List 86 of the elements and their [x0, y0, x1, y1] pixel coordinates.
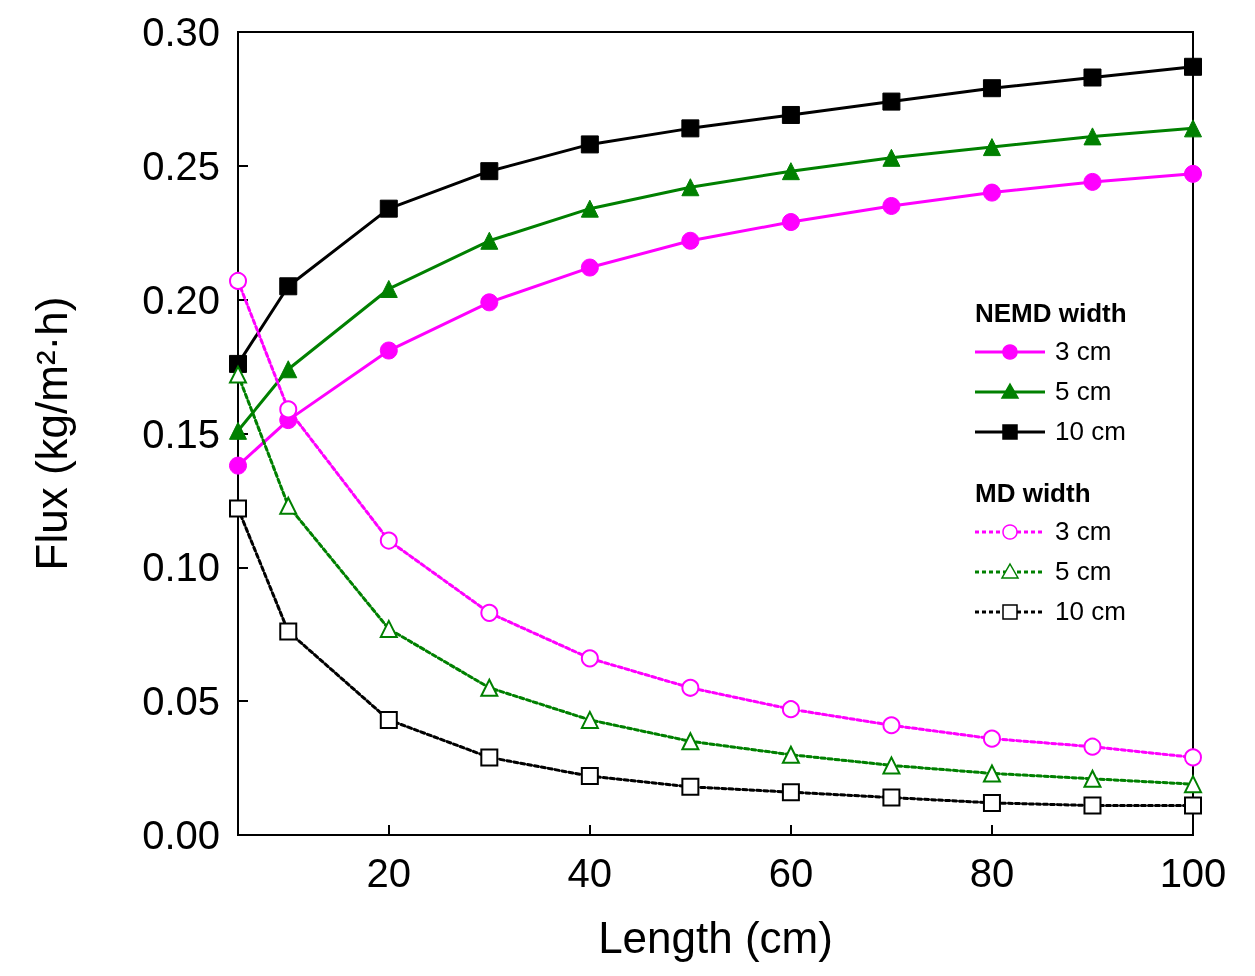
point [982, 138, 1001, 157]
point [982, 793, 1001, 812]
point [229, 499, 247, 518]
point [982, 729, 1001, 748]
point [580, 710, 599, 729]
point [1083, 796, 1102, 815]
point [781, 162, 800, 181]
point [379, 279, 398, 298]
point [882, 148, 901, 167]
point [982, 183, 1001, 202]
point [480, 293, 499, 312]
point [279, 496, 298, 515]
point [882, 196, 901, 215]
x-tick-label: 60 [768, 851, 814, 895]
point [681, 732, 700, 751]
point [882, 756, 901, 775]
legend-label: 5 cm [1055, 376, 1112, 406]
point [480, 678, 499, 697]
point [379, 199, 398, 218]
point [882, 788, 901, 807]
point [229, 271, 247, 290]
point [781, 213, 800, 232]
point [1083, 769, 1102, 788]
point [1184, 796, 1202, 815]
point [781, 783, 800, 802]
legend-label: 10 cm [1055, 416, 1126, 446]
point [1083, 172, 1102, 191]
y-tick-label: 0.30 [142, 10, 220, 54]
x-axis-title: Length (cm) [598, 912, 833, 962]
y-tick-label: 0.00 [142, 813, 220, 857]
point [681, 231, 700, 250]
x-tick-label: 40 [567, 851, 613, 895]
point [279, 277, 298, 296]
point [379, 710, 398, 729]
point [379, 619, 398, 638]
point [580, 649, 599, 668]
point [781, 700, 800, 719]
point [681, 678, 700, 697]
point [229, 365, 247, 384]
point [279, 622, 298, 641]
x-tick-label: 80 [969, 851, 1015, 895]
legend-label: 10 cm [1055, 596, 1126, 626]
point [982, 764, 1001, 783]
text: MD width [975, 478, 1091, 508]
point [229, 456, 247, 475]
point [580, 258, 599, 277]
point [1184, 748, 1202, 767]
point [580, 135, 599, 154]
point [882, 716, 901, 735]
point [1083, 68, 1102, 87]
y-tick-label: 0.25 [142, 143, 220, 188]
point [681, 777, 700, 796]
point [279, 360, 298, 379]
point [580, 767, 599, 786]
point [580, 199, 599, 218]
y-tick-label: 0.10 [142, 545, 220, 590]
point [1184, 119, 1202, 138]
point [1184, 164, 1202, 183]
point [781, 105, 800, 124]
y-tick-label: 0.20 [142, 277, 220, 322]
legend-label: 3 cm [1055, 516, 1112, 546]
point [681, 178, 700, 197]
point [882, 92, 901, 111]
point [1184, 775, 1202, 794]
point [379, 531, 398, 550]
x-tick-label: 100 [1159, 851, 1227, 895]
x-tick-label: 20 [366, 851, 412, 895]
legend-label: 3 cm [1055, 336, 1112, 366]
point [982, 79, 1001, 98]
text: NEMD width [975, 298, 1127, 328]
y-axis-title: Flux (kg/m²·h) [26, 296, 76, 571]
point [1184, 57, 1202, 76]
point [379, 341, 398, 360]
point [480, 603, 499, 622]
legend-label: 5 cm [1055, 556, 1112, 586]
point [1083, 127, 1102, 146]
y-tick-label: 0.05 [142, 679, 220, 724]
point [480, 748, 499, 767]
point [279, 400, 298, 419]
point [480, 231, 499, 250]
point [681, 119, 700, 138]
point [781, 745, 800, 764]
y-tick-label: 0.15 [142, 411, 220, 456]
point [229, 421, 247, 440]
point [480, 162, 499, 181]
point [1083, 737, 1102, 756]
